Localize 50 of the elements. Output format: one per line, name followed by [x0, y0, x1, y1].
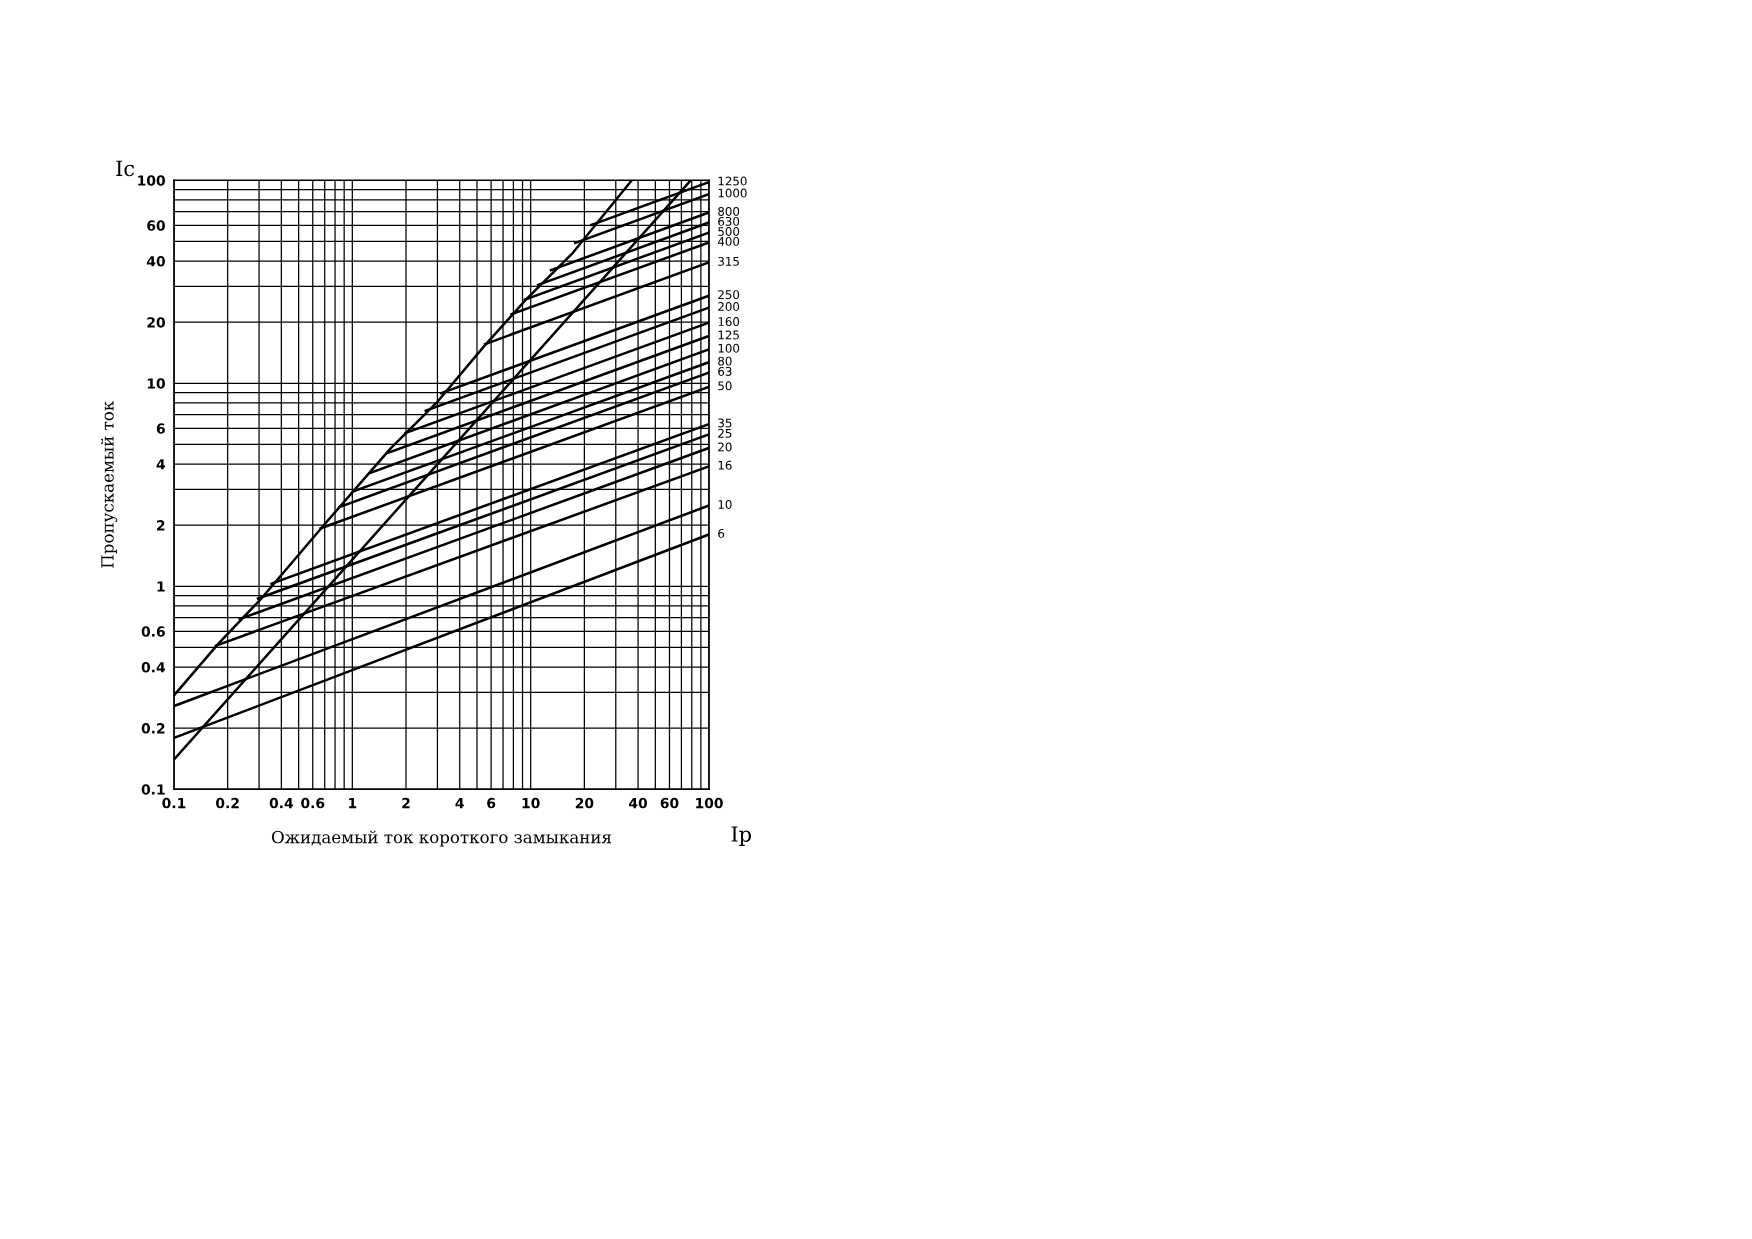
series-label: 80: [718, 356, 732, 366]
y-tick-label: 0.1: [141, 784, 165, 795]
series-label: 20: [718, 442, 732, 452]
series-label: 35: [718, 418, 732, 428]
y-tick-label: 40: [146, 256, 165, 267]
series-label: 10: [718, 499, 732, 509]
y-tick-label: 60: [147, 220, 165, 231]
x-tick-label: 6: [487, 797, 496, 809]
series-label: 100: [718, 343, 740, 353]
x-tick-label: 1: [349, 798, 357, 809]
series-label: 1250: [718, 176, 747, 186]
x-tick-label: 100: [696, 797, 723, 809]
y-tick-label: 1: [157, 581, 165, 592]
text: Ip: [731, 826, 751, 846]
series-label: 315: [718, 256, 739, 266]
x-tick-label: 0.4: [269, 797, 294, 809]
text: Ic: [116, 160, 135, 177]
series-label: 250: [718, 290, 740, 300]
x-tick-label: 60: [660, 797, 679, 809]
x-tick-label: 10: [522, 797, 540, 809]
x-tick-label: 0.6: [301, 797, 325, 809]
y-tick-label: 4: [156, 459, 165, 470]
y-tick-label: 100: [138, 175, 165, 186]
series-label: 6: [718, 528, 725, 538]
series-label: 63: [718, 366, 732, 376]
series-label: 630: [718, 216, 740, 226]
y-tick-label: 20: [147, 317, 165, 328]
y-tick-label: 6: [156, 423, 165, 434]
series-label: 500: [718, 226, 740, 236]
series-label: 16: [718, 460, 732, 470]
y-tick-label: 0.6: [141, 626, 165, 637]
x-axis-title: Ожидаемый ток короткого замыкания: [271, 830, 612, 847]
y-axis-title: Пропускаемый ток: [101, 400, 118, 568]
series-label: 1000: [718, 188, 747, 198]
x-tick-label: 40: [629, 797, 648, 809]
x-tick-label: 2: [402, 797, 410, 809]
y-tick-label: 2: [157, 520, 165, 531]
series-label: 800: [718, 206, 740, 216]
x-tick-label: 20: [575, 797, 594, 809]
series-label: 200: [718, 302, 740, 311]
series-label: 160: [718, 317, 740, 327]
x-tick-label: 0.2: [216, 797, 239, 809]
series-label: 25: [718, 428, 732, 438]
series-label: 50: [718, 381, 732, 391]
y-tick-label: 0.2: [141, 723, 165, 734]
y-tick-label: 0.4: [141, 662, 165, 673]
series-label: 125: [718, 330, 739, 340]
series-label: 400: [717, 236, 740, 246]
y-tick-label: 10: [147, 378, 165, 389]
x-tick-label: 4: [455, 798, 464, 809]
